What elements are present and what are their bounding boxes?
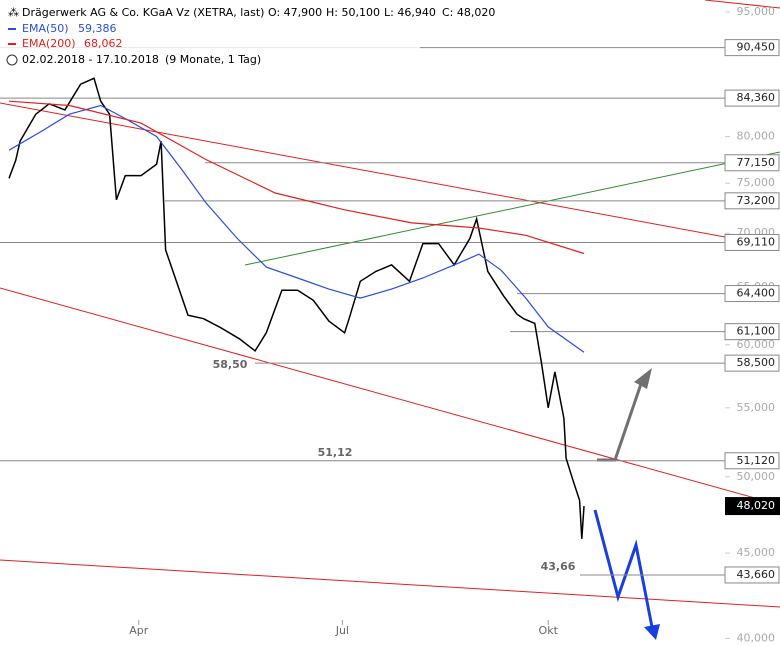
level-box: [724, 154, 780, 172]
level-label: 51,120: [737, 454, 776, 467]
level-label: 84,360: [737, 91, 776, 104]
legend-label: EMA(200): [22, 37, 76, 50]
ohlc: O: 47,900: [268, 6, 322, 19]
last-price-marker: [725, 497, 780, 516]
y-tick-label: 40,000: [737, 631, 776, 642]
x-tick-label: Jul: [335, 624, 349, 637]
level-box: [724, 354, 780, 372]
level-label: 64,400: [737, 287, 776, 300]
y-tick-label: 80,000: [737, 130, 776, 143]
ohlc: H: 50,100: [326, 6, 380, 19]
trend-line: [0, 102, 726, 238]
y-tick-label: 75,000: [737, 176, 776, 189]
icon: ⁂: [8, 6, 19, 19]
level-box: [724, 233, 780, 251]
arrow: [597, 377, 645, 462]
ohlc: C: 48,020: [442, 6, 495, 19]
legend-value: 59,386: [78, 22, 117, 35]
level-label: 61,100: [737, 325, 776, 338]
level-label: 73,200: [737, 194, 776, 207]
y-tick-label: 95,000: [737, 5, 776, 18]
header-background: [0, 0, 420, 70]
level-box: [724, 285, 780, 303]
series-line: [8, 104, 585, 353]
level-label: 43,660: [737, 568, 776, 581]
header: ⁂ Drägerwerk AG & Co. KGaA Vz (XETRA, la…: [0, 0, 495, 70]
level-box: [724, 452, 780, 470]
legend-label: EMA(50): [22, 22, 69, 35]
level-label: 58,500: [737, 356, 776, 369]
arrow-head: [634, 368, 652, 389]
trend-line: [244, 151, 780, 266]
annotation: 58,50: [213, 358, 248, 371]
level-box: [724, 39, 780, 57]
clock-icon: [6, 54, 18, 66]
level-label: 77,150: [737, 156, 776, 169]
trend-line: [0, 287, 780, 506]
last-price-label: 48,020: [737, 499, 776, 512]
y-tick-label: 45,000: [737, 546, 776, 559]
level-label: 90,450: [737, 41, 776, 54]
chart-title: Drägerwerk AG & Co. KGaA Vz (XETRA, last…: [22, 6, 264, 19]
level-box: [724, 192, 780, 210]
period-note: (9 Monate, 1 Tag): [165, 53, 261, 66]
period: 02.02.2018 - 17.10.2018: [22, 53, 159, 66]
arrow-head: [644, 624, 660, 640]
trend-line: [704, 0, 780, 9]
level-box: [724, 89, 780, 107]
ohlc: L: 46,940: [384, 6, 436, 19]
y-tick-label: 50,000: [737, 470, 776, 483]
annotation: 51,12: [318, 446, 353, 459]
legend-value: 68,062: [84, 37, 123, 50]
level-label: 69,110: [737, 235, 776, 248]
y-tick-label: 60,000: [737, 338, 776, 351]
y-tick-label: 55,000: [737, 401, 776, 414]
trend-line: [0, 559, 780, 608]
arrow: [593, 509, 654, 628]
level-box: [724, 566, 780, 584]
level-box: [724, 323, 780, 341]
series-line: [8, 100, 585, 255]
x-tick-label: Apr: [129, 624, 149, 637]
x-tick-label: Okt: [539, 624, 559, 637]
annotation: 43,66: [541, 560, 576, 573]
series-line: [8, 77, 585, 539]
plot: 95,00080,00075,00070,00065,00060,00055,0…: [0, 5, 780, 644]
